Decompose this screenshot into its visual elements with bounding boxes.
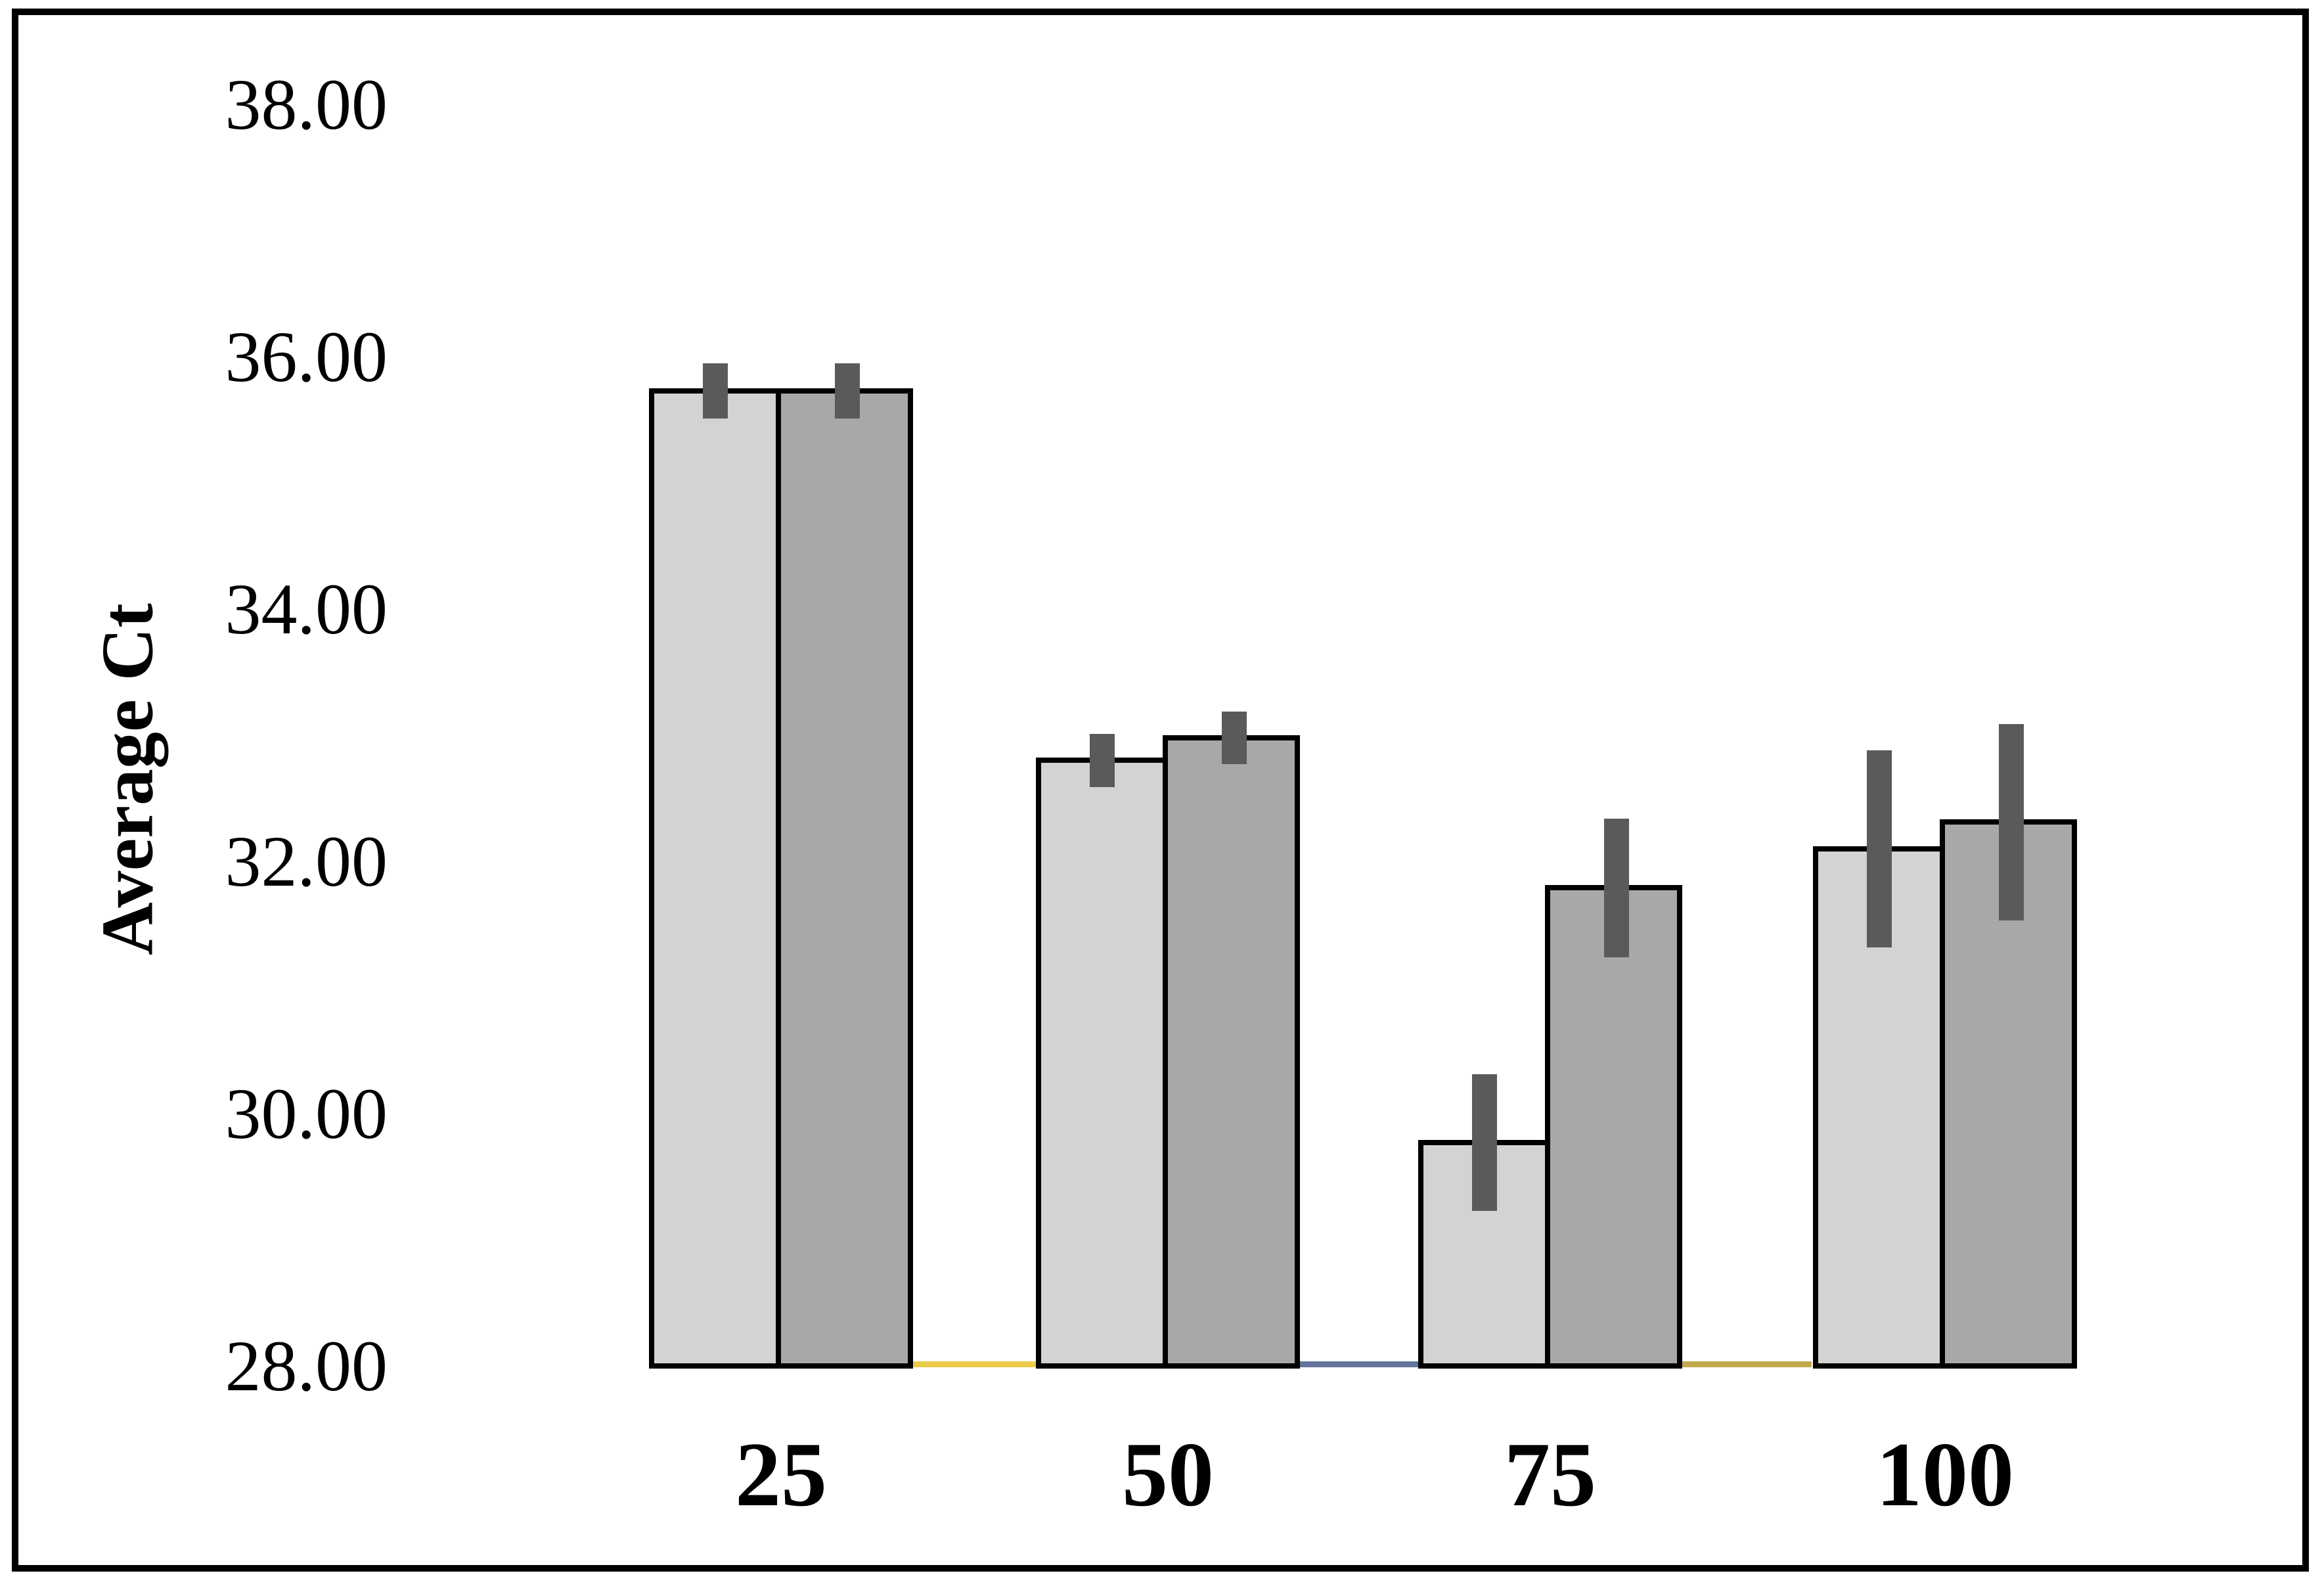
x-category-label-75: 75 [1504,1424,1596,1526]
bar-dark-gray-25 [776,388,913,1369]
y-tick-label-36.00: 36.00 [225,317,388,397]
figure-border [12,9,2309,1572]
baseline-line-segment-3 [1679,1361,1812,1367]
error-bar-light-gray-50 [1089,734,1115,787]
error-bar-light-gray-100 [1866,750,1892,947]
bar-light-gray-25 [649,388,781,1369]
x-category-label-25: 25 [735,1424,827,1526]
y-tick-label-38.00: 38.00 [225,64,388,145]
error-bar-dark-gray-75 [1603,818,1629,957]
error-bar-dark-gray-50 [1221,711,1247,765]
y-tick-label-28.00: 28.00 [225,1326,388,1406]
error-bar-light-gray-25 [702,363,728,419]
y-tick-label-34.00: 34.00 [225,569,388,649]
baseline-line-segment-2 [1295,1361,1421,1367]
error-bar-dark-gray-25 [834,363,860,419]
y-tick-label-30.00: 30.00 [225,1074,388,1154]
x-category-label-100: 100 [1876,1424,2014,1526]
error-bar-light-gray-75 [1471,1074,1497,1211]
y-axis-title: Average Ct [87,603,169,955]
error-bar-dark-gray-100 [1998,723,2024,921]
bar-dark-gray-75 [1545,885,1682,1369]
baseline-line-segment-1 [910,1361,1037,1367]
bar-light-gray-50 [1036,758,1168,1369]
bar-dark-gray-50 [1163,735,1300,1369]
y-tick-label-32.00: 32.00 [225,821,388,901]
x-category-label-50: 50 [1122,1424,1214,1526]
